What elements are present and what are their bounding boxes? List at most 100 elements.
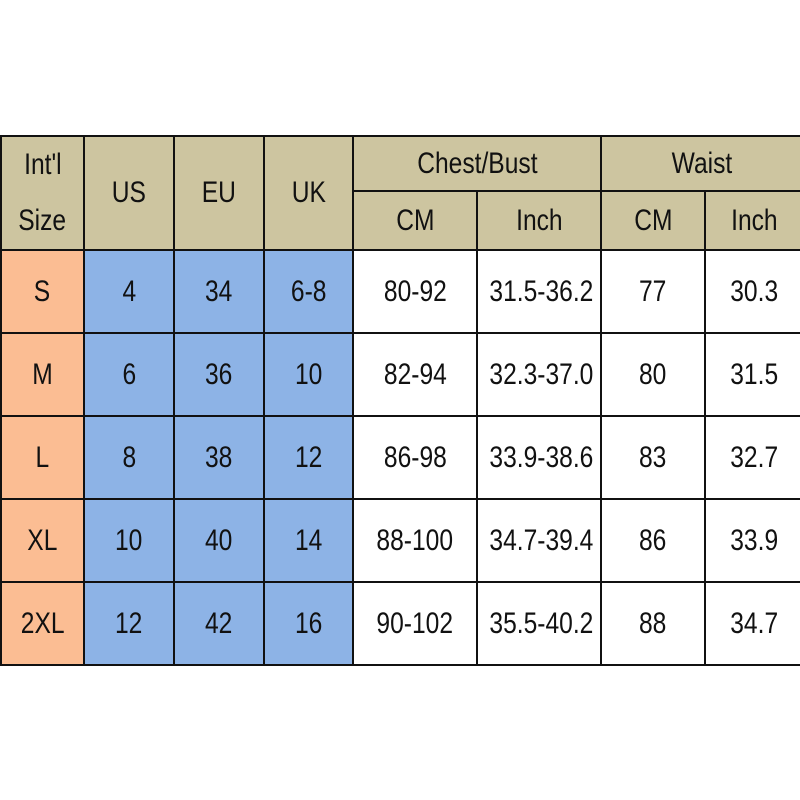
cell-waist-cm: 86 [600, 498, 707, 583]
cell-text: 33.9-38.6 [489, 440, 594, 474]
cell-text: 12 [115, 606, 143, 640]
header-text: Int'l [23, 148, 62, 181]
header-intl-size: Int'l Size [0, 135, 85, 251]
cell-eu: 36 [173, 332, 265, 417]
cell-chest-in: 34.7-39.4 [475, 498, 603, 583]
table-row: XL 10 40 14 88-100 34.7-39.4 86 33.9 [0, 498, 800, 583]
cell-uk: 12 [263, 415, 354, 500]
cell-us: 6 [83, 332, 175, 417]
cell-waist-in: 31.5 [704, 332, 800, 417]
header-chest-bust: Chest/Bust [351, 134, 603, 193]
cell-size: XL [0, 498, 85, 583]
header-text: UK [291, 176, 326, 209]
cell-eu: 42 [173, 581, 265, 666]
cell-text: 42 [205, 606, 233, 640]
cell-text: M [32, 357, 53, 391]
header-text: Waist [671, 146, 733, 180]
cell-waist-cm: 83 [600, 415, 707, 500]
header-text: Inch [730, 203, 778, 237]
header-text: CM [633, 203, 673, 237]
cell-size: L [0, 415, 85, 500]
cell-chest-in: 31.5-36.2 [475, 249, 603, 334]
cell-text: 35.5-40.2 [489, 606, 594, 640]
header-text: Inch [515, 203, 563, 237]
subheader-row: CM Inch CM Inch [1, 190, 800, 251]
cell-us: 12 [83, 581, 175, 666]
header-text: EU [201, 176, 237, 209]
cell-text: 14 [294, 523, 323, 557]
cell-text: 6 [122, 357, 136, 391]
cell-waist-in: 34.7 [704, 581, 800, 666]
cell-text: 38 [205, 440, 233, 474]
cell-text: 10 [115, 523, 143, 557]
cell-size: 2XL [0, 581, 85, 666]
size-chart-table: Int'l Size US EU UK Chest/Bust Waist CM I… [0, 134, 800, 666]
cell-text: 31.5-36.2 [489, 274, 594, 308]
cell-text: 34.7 [730, 606, 778, 640]
cell-text: 80 [639, 357, 667, 391]
cell-uk: 6-8 [263, 249, 354, 334]
cell-us: 8 [83, 415, 175, 500]
header-eu: EU [173, 135, 265, 251]
cell-size: M [0, 332, 85, 417]
cell-text: 88 [639, 606, 667, 640]
cell-us: 4 [83, 249, 175, 334]
cell-chest-in: 35.5-40.2 [475, 581, 603, 666]
cell-uk: 14 [263, 498, 354, 583]
header-waist-cm: CM [600, 190, 707, 251]
cell-text: 33.9 [730, 523, 778, 557]
cell-chest-cm: 88-100 [352, 498, 478, 583]
header-row: Int'l Size US EU UK Chest/Bust Waist [0, 134, 800, 251]
cell-uk: 10 [263, 332, 354, 417]
table-row: 2XL 12 42 16 90-102 35.5-40.2 88 34.7 [0, 581, 800, 666]
cell-text: S [34, 274, 51, 308]
header-waist: Waist [600, 134, 800, 193]
cell-text: 10 [294, 357, 323, 391]
cell-eu: 34 [173, 249, 265, 334]
cell-eu: 40 [173, 498, 265, 583]
cell-uk: 16 [263, 581, 354, 666]
cell-waist-in: 33.9 [704, 498, 800, 583]
cell-text: 6-8 [290, 274, 327, 308]
cell-text: 30.3 [730, 274, 778, 308]
header-text: Chest/Bust [416, 146, 538, 180]
cell-text: 88-100 [376, 523, 454, 557]
cell-size: S [0, 249, 85, 334]
cell-text: 80-92 [383, 274, 447, 308]
header-waist-inch: Inch [704, 190, 800, 251]
cell-eu: 38 [173, 415, 265, 500]
cell-text: 31.5 [730, 357, 778, 391]
cell-text: 83 [639, 440, 667, 474]
cell-text: 2XL [20, 606, 65, 640]
cell-text: 4 [122, 274, 136, 308]
cell-text: 16 [294, 606, 323, 640]
cell-text: 36 [205, 357, 233, 391]
cell-chest-cm: 82-94 [352, 332, 478, 417]
cell-text: 32.7 [730, 440, 778, 474]
cell-text: 86-98 [383, 440, 447, 474]
header-text: CM [395, 203, 435, 237]
cell-waist-cm: 80 [600, 332, 707, 417]
header-text: Size [18, 204, 67, 237]
table-row: S 4 34 6-8 80-92 31.5-36.2 77 30.3 [0, 249, 800, 334]
cell-text: 8 [122, 440, 136, 474]
cell-text: L [35, 440, 50, 474]
header-chest-cm: CM [352, 190, 478, 251]
cell-text: 40 [205, 523, 233, 557]
cell-waist-in: 30.3 [704, 249, 800, 334]
cell-text: XL [27, 523, 58, 557]
cell-chest-cm: 86-98 [352, 415, 478, 500]
cell-text: 34 [205, 274, 233, 308]
header-text: US [111, 176, 147, 209]
cell-text: 34.7-39.4 [489, 523, 594, 557]
cell-chest-in: 33.9-38.6 [475, 415, 603, 500]
cell-text: 12 [294, 440, 323, 474]
cell-waist-cm: 77 [600, 249, 707, 334]
cell-text: 77 [639, 274, 667, 308]
cell-text: 90-102 [376, 606, 454, 640]
table-row: M 6 36 10 82-94 32.3-37.0 80 31.5 [0, 332, 800, 417]
header-chest-inch: Inch [475, 190, 603, 251]
cell-text: 32.3-37.0 [489, 357, 594, 391]
cell-chest-cm: 90-102 [352, 581, 478, 666]
table-row: L 8 38 12 86-98 33.9-38.6 83 32.7 [0, 415, 800, 500]
